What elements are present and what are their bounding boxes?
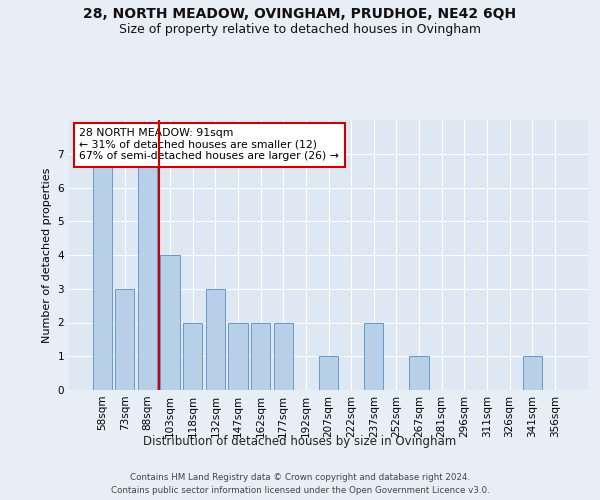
Bar bbox=[409, 356, 428, 390]
Y-axis label: Number of detached properties: Number of detached properties bbox=[42, 168, 52, 342]
Bar bbox=[160, 255, 180, 390]
Text: Distribution of detached houses by size in Ovingham: Distribution of detached houses by size … bbox=[143, 435, 457, 448]
Text: Contains public sector information licensed under the Open Government Licence v3: Contains public sector information licen… bbox=[110, 486, 490, 495]
Bar bbox=[92, 154, 112, 390]
Text: 28 NORTH MEADOW: 91sqm
← 31% of detached houses are smaller (12)
67% of semi-det: 28 NORTH MEADOW: 91sqm ← 31% of detached… bbox=[79, 128, 339, 162]
Text: 28, NORTH MEADOW, OVINGHAM, PRUDHOE, NE42 6QH: 28, NORTH MEADOW, OVINGHAM, PRUDHOE, NE4… bbox=[83, 8, 517, 22]
Bar bbox=[206, 289, 225, 390]
Bar bbox=[523, 356, 542, 390]
Bar bbox=[229, 322, 248, 390]
Text: Contains HM Land Registry data © Crown copyright and database right 2024.: Contains HM Land Registry data © Crown c… bbox=[130, 472, 470, 482]
Bar bbox=[274, 322, 293, 390]
Bar bbox=[115, 289, 134, 390]
Bar bbox=[138, 154, 157, 390]
Bar bbox=[364, 322, 383, 390]
Bar bbox=[251, 322, 270, 390]
Bar bbox=[183, 322, 202, 390]
Text: Size of property relative to detached houses in Ovingham: Size of property relative to detached ho… bbox=[119, 22, 481, 36]
Bar bbox=[319, 356, 338, 390]
